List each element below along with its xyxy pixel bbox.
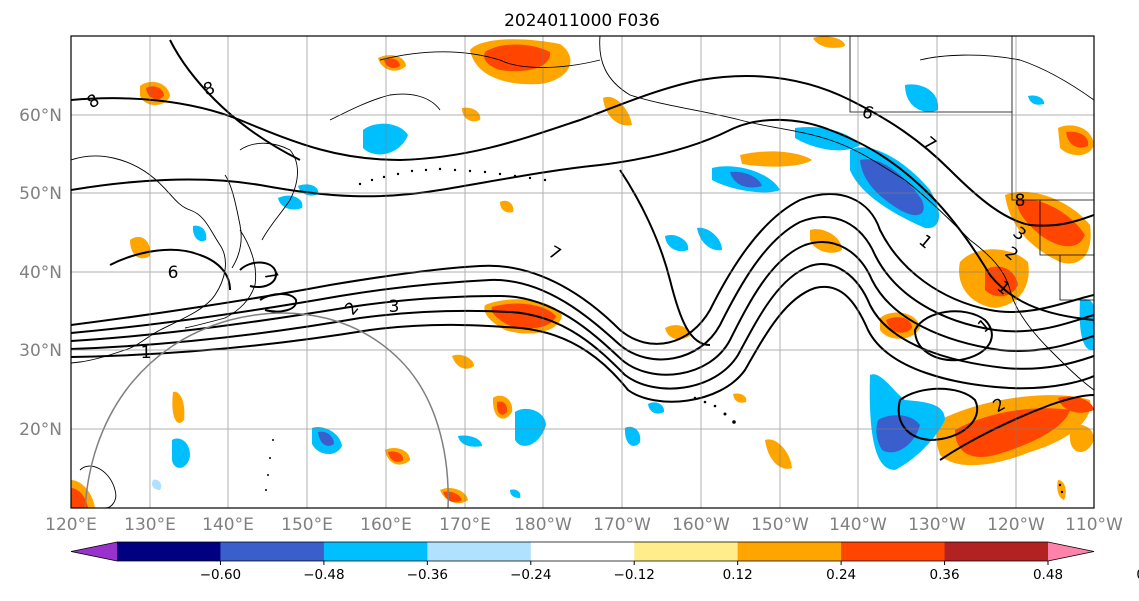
lat-ticks: 60°N 50°N 40°N 30°N 20°N xyxy=(19,106,62,440)
coastline-sakhalin xyxy=(224,174,242,269)
colorbar-segment xyxy=(737,542,842,561)
colorbar-outline xyxy=(70,541,1095,562)
coastline-north-america xyxy=(919,54,1094,101)
lon-tick-label: 140°W xyxy=(829,515,887,535)
coastline-kamchatka xyxy=(239,142,298,241)
lon-tick-label: 130°W xyxy=(908,515,966,535)
contour-jet-4 xyxy=(71,263,1094,390)
contour-8-upper xyxy=(71,75,1094,227)
colorbar-extend-low xyxy=(71,542,117,561)
contour-trough-inner xyxy=(619,169,711,346)
contour-6-west xyxy=(109,248,231,291)
lat-tick-label: 20°N xyxy=(19,420,62,440)
colorbar-tick-label: 0.24 xyxy=(826,567,856,583)
coastline-chukotka xyxy=(329,93,441,121)
lon-tick-label: 150°W xyxy=(751,515,809,535)
lon-tick-label: 180°W xyxy=(514,515,572,535)
contour-7-upper xyxy=(71,118,1094,321)
cold-anomaly-regions xyxy=(151,84,1094,498)
lon-tick-label: 170°E xyxy=(439,515,491,535)
colorbar-tick-label: 0.36 xyxy=(930,567,960,583)
colorbar-tick-label: 0.48 xyxy=(1033,567,1063,583)
colorbar-segment xyxy=(117,542,221,561)
contour-label: 6 xyxy=(168,263,179,283)
coastline-pacific-nw xyxy=(969,239,1094,391)
lon-tick-label: 110°W xyxy=(1065,515,1123,535)
map-panel: 8 8 6 7 1 2 3 7 6 1 1 8 1 2 3 7 2 xyxy=(71,36,1094,508)
lon-tick-label: 160°W xyxy=(672,515,730,535)
coastline-alaska-interior xyxy=(379,51,601,68)
colorbar-extend-high xyxy=(1048,542,1094,561)
lon-tick-label: 150°E xyxy=(281,515,333,535)
contour-label: 3 xyxy=(389,297,400,317)
contour-jet-2 xyxy=(71,216,1094,361)
colorbar-segment xyxy=(220,542,325,561)
gridlines xyxy=(71,36,1094,508)
colorbar-tick-label: 0.60 xyxy=(1136,567,1139,583)
contour-sw-loop xyxy=(259,293,298,313)
range-circle xyxy=(84,312,449,508)
coastline-japan xyxy=(184,229,257,329)
colorbar-segment xyxy=(944,542,1049,561)
contour-jet-3 xyxy=(71,241,1094,376)
contour-lines xyxy=(71,39,1094,461)
colorbar-tick-label: −0.24 xyxy=(510,567,551,583)
colorbar-tick-label: −0.36 xyxy=(407,567,448,583)
lon-tick-label: 120°E xyxy=(45,515,97,535)
contour-subtropical xyxy=(939,394,1094,461)
lat-tick-label: 30°N xyxy=(19,341,62,361)
contour-west-loop xyxy=(239,261,277,288)
colorbar-tick-label: −0.12 xyxy=(614,567,655,583)
colorbar-segment xyxy=(427,542,532,561)
lon-ticks: 120°E 130°E 140°E 150°E 160°E 170°E 180°… xyxy=(45,515,1123,535)
contour-jet-1 xyxy=(71,193,1094,345)
contour-jet-5 xyxy=(71,285,1094,403)
contour-label: 1 xyxy=(141,343,152,363)
colorbar-tick-label: 0.12 xyxy=(723,567,753,583)
colorbar-segment xyxy=(530,542,635,561)
map-frame xyxy=(70,35,1095,509)
lon-tick-label: 140°E xyxy=(202,515,254,535)
lat-tick-label: 50°N xyxy=(19,184,62,204)
contour-low-east xyxy=(913,310,993,362)
contour-low-hawaii xyxy=(897,387,979,442)
contour-ridge-sw xyxy=(169,39,301,161)
coastline-alaska xyxy=(599,36,971,241)
lon-tick-label: 170°W xyxy=(593,515,651,535)
colorbar-segment xyxy=(634,542,739,561)
contour-label: 8 xyxy=(1015,191,1026,211)
colorbar-tick-label: −0.60 xyxy=(200,567,241,583)
colorbar-tick-label: −0.48 xyxy=(303,567,344,583)
lon-tick-label: 130°E xyxy=(124,515,176,535)
lat-tick-label: 60°N xyxy=(19,106,62,126)
lon-tick-label: 160°E xyxy=(360,515,412,535)
map-title: 2024011000 F036 xyxy=(504,11,660,31)
colorbar: −0.60 −0.48 −0.36 −0.24 −0.12 0.12 0.24 0.36 0.4… xyxy=(70,541,1139,583)
lat-tick-label: 40°N xyxy=(19,263,62,283)
colorbar-segment xyxy=(323,542,428,561)
colorbar-segment xyxy=(841,542,946,561)
lon-tick-label: 120°W xyxy=(987,515,1045,535)
